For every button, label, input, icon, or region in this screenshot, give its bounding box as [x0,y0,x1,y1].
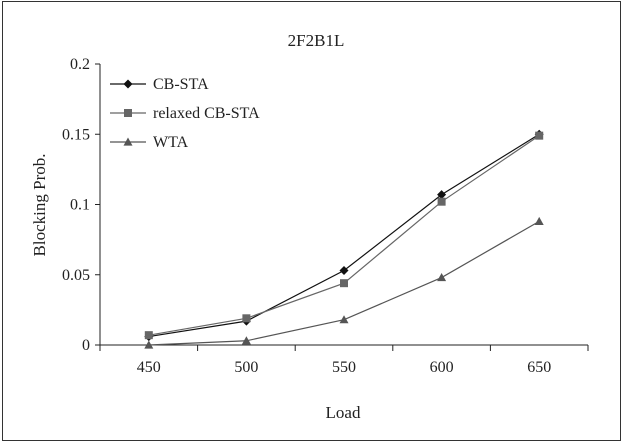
legend-label: WTA [153,134,189,151]
y-tick-label: 0.1 [70,197,90,214]
data-point [339,315,349,324]
legend-marker [123,79,133,89]
data-point [437,197,446,206]
x-tick-label: 500 [234,359,258,376]
y-tick-label: 0.2 [70,56,90,73]
x-tick-label: 450 [137,359,161,376]
y-tick-label: 0 [82,337,90,354]
y-tick-label: 0.05 [62,267,90,284]
y-axis-label: Blocking Prob. [30,154,49,257]
legend-marker [124,109,132,117]
data-point [144,331,153,340]
chart-title: 2F2B1L [288,31,345,50]
data-point [437,190,447,200]
x-tick-label: 550 [332,359,356,376]
data-point [534,216,544,225]
legend-marker [123,137,133,146]
x-tick-label: 650 [527,359,551,376]
data-point [242,314,251,323]
data-point [339,266,349,276]
data-point [340,279,348,288]
data-point [241,336,251,345]
y-tick-label: 0.15 [62,126,90,143]
legend-label: CB-STA [153,76,209,93]
x-axis-label: Load [326,403,361,422]
series-line-cb-sta [148,133,540,338]
series-line-relaxed-cb-sta [148,135,540,336]
legend-label: relaxed CB-STA [153,105,260,122]
data-point [535,131,544,140]
data-point [144,340,154,349]
x-tick-label: 600 [430,359,454,376]
data-point [437,273,447,282]
